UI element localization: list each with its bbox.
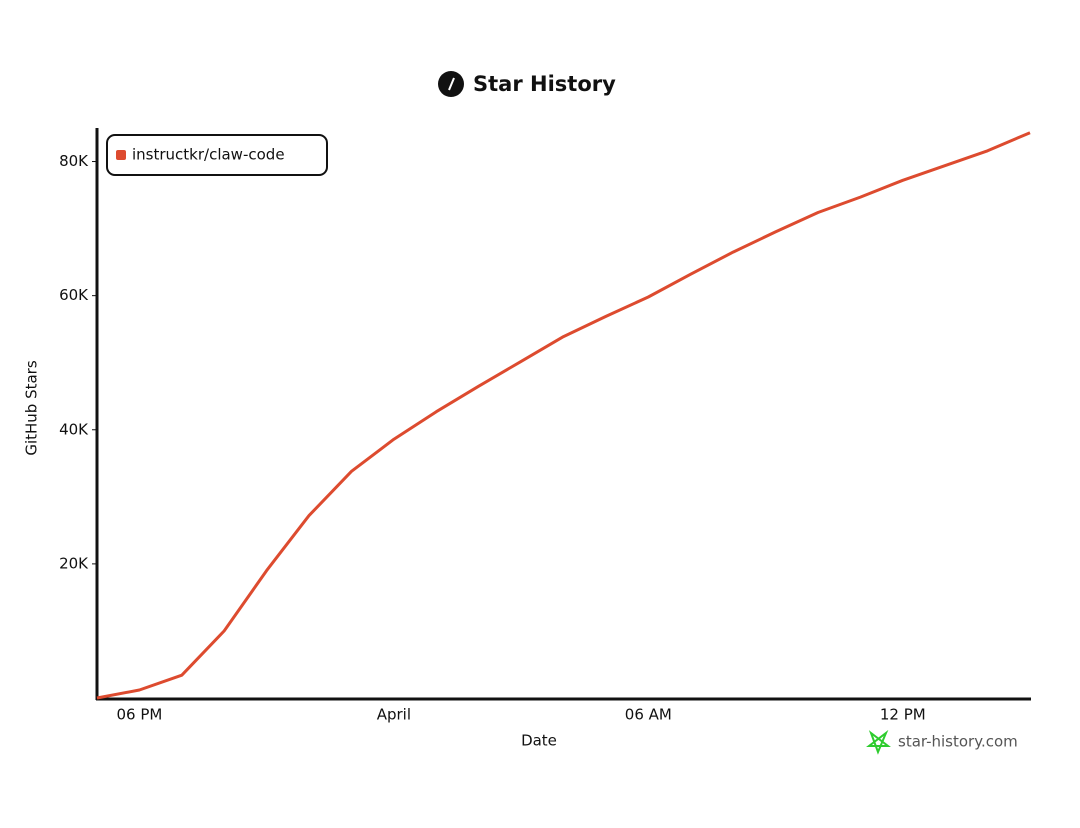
legend-box	[106, 134, 328, 176]
y-axis-label: GitHub Stars	[23, 360, 41, 456]
x-tick-label: 12 PM	[880, 706, 926, 724]
series-line	[96, 131, 1031, 700]
legend-label: instructkr/claw-code	[132, 146, 285, 164]
y-tick-label: 20K	[59, 554, 89, 572]
chart-title: Star History	[473, 72, 616, 96]
x-tick-label: 06 PM	[116, 706, 162, 724]
y-tick-label: 60K	[59, 286, 89, 304]
title-icon-mark	[448, 77, 455, 91]
x-axis-label: Date	[521, 732, 557, 750]
x-tick-label: 06 AM	[625, 706, 672, 724]
y-tick-label: 40K	[59, 420, 89, 438]
x-tick-label: April	[377, 706, 411, 724]
watermark: star-history.com	[898, 733, 1018, 751]
y-tick-label: 80K	[59, 152, 89, 170]
watermark-icon	[866, 729, 891, 755]
legend-swatch	[116, 150, 126, 160]
